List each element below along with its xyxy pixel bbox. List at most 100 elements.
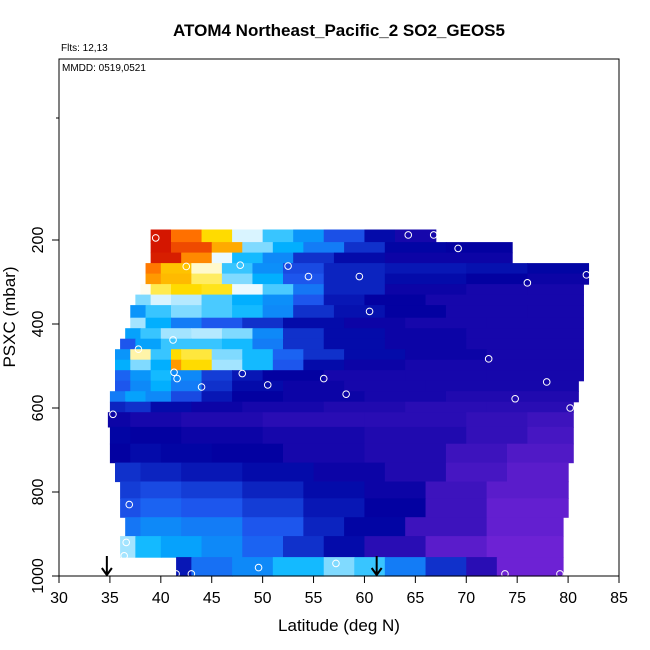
observation-points xyxy=(109,231,591,578)
heatmap-cell xyxy=(486,517,564,537)
heatmap-cell xyxy=(181,412,264,428)
heatmap-cell xyxy=(262,252,294,264)
heatmap-cell xyxy=(262,370,325,382)
heatmap-cell xyxy=(211,349,243,361)
heatmap-cell xyxy=(171,380,203,392)
x-tick-label: 65 xyxy=(406,590,424,607)
heatmap-cell xyxy=(364,294,427,306)
chart-title: ATOM4 Northeast_Pacific_2 SO2_GEOS5 xyxy=(173,21,505,40)
heatmap-cell xyxy=(466,273,528,285)
heatmap-cell xyxy=(191,401,243,413)
heatmap-cell xyxy=(527,412,574,428)
heatmap-cell xyxy=(232,380,284,392)
heatmap-cell xyxy=(232,557,274,577)
heatmap-cell xyxy=(221,338,254,350)
y-axis-label: PSXC (mbar) xyxy=(0,266,19,367)
heatmap-cell xyxy=(232,391,284,403)
heatmap-cell xyxy=(150,284,172,296)
heatmap-cell xyxy=(293,284,325,296)
heatmap-cell xyxy=(323,338,386,350)
heatmap-cell xyxy=(130,317,147,329)
heatmap-cell xyxy=(303,481,366,499)
heatmap-cell xyxy=(242,359,274,371)
heatmap-cell xyxy=(130,359,152,371)
heatmap-cell xyxy=(445,305,528,319)
heatmap-cell xyxy=(405,349,488,361)
heatmap-cell xyxy=(242,481,304,499)
heatmap-cell xyxy=(283,391,366,403)
heatmap-cell xyxy=(344,242,386,254)
heatmap-cell xyxy=(303,359,345,371)
heatmap-cell xyxy=(323,229,366,243)
heatmap-cell xyxy=(120,481,142,499)
heatmap-cell xyxy=(283,338,325,350)
heatmap-cell xyxy=(191,557,233,577)
heatmap-cell xyxy=(125,401,152,413)
heatmap-cell xyxy=(130,380,152,392)
heatmap-cell xyxy=(445,391,508,403)
heatmap-cell xyxy=(323,294,366,306)
heatmap-cell xyxy=(354,557,386,577)
heatmap-cell xyxy=(201,284,233,296)
heatmap-cell xyxy=(313,462,386,483)
heatmap-cells xyxy=(107,229,590,577)
x-tick-label: 30 xyxy=(50,590,68,607)
x-tick-label: 55 xyxy=(305,590,323,607)
heatmap-cell xyxy=(115,349,131,361)
heatmap-cell xyxy=(150,370,172,382)
heatmap-cell xyxy=(125,328,142,340)
heatmap-cell xyxy=(242,517,304,537)
x-tick-label: 85 xyxy=(610,590,628,607)
observation-point xyxy=(304,272,313,281)
heatmap-cell xyxy=(232,305,264,319)
heatmap-cell xyxy=(364,391,447,403)
heatmap-cell xyxy=(130,426,182,445)
heatmap-cell xyxy=(333,252,386,264)
heatmap-cell xyxy=(181,481,243,499)
heatmap-cell xyxy=(364,412,467,428)
observation-point xyxy=(429,231,438,239)
heatmap-cell xyxy=(109,401,126,413)
heatmap-cell xyxy=(384,305,447,319)
observation-point xyxy=(355,272,364,281)
heatmap-cell xyxy=(181,498,243,518)
observation-point xyxy=(173,374,181,383)
observation-point xyxy=(501,570,509,578)
heatmap-cell xyxy=(344,359,406,371)
heatmap-cell xyxy=(107,412,131,428)
observation-point xyxy=(332,559,340,568)
observation-point xyxy=(319,374,328,383)
heatmap-cell xyxy=(201,370,233,382)
heatmap-cell xyxy=(272,349,304,361)
heatmap-cell xyxy=(466,328,584,340)
x-tick-label: 75 xyxy=(508,590,526,607)
heatmap-cell xyxy=(293,252,335,264)
heatmap-cell xyxy=(303,349,345,361)
heatmap-cell xyxy=(283,317,345,329)
heatmap-cell xyxy=(262,294,294,306)
observation-point xyxy=(523,279,532,287)
heatmap-cell xyxy=(466,338,584,350)
heatmap-cell xyxy=(242,401,325,413)
x-tick-label: 35 xyxy=(101,590,119,607)
heatmap-cell xyxy=(293,294,325,306)
heatmap-cell xyxy=(323,284,386,296)
heatmap-cell xyxy=(425,498,488,518)
heatmap-cell xyxy=(405,517,488,537)
heatmap-cell xyxy=(232,294,264,306)
heatmap-cell xyxy=(323,401,406,413)
heatmap-cell xyxy=(323,557,355,577)
heatmap-cell xyxy=(466,557,498,577)
heatmap-cell xyxy=(160,536,203,558)
heatmap-cell xyxy=(171,391,203,403)
observation-point xyxy=(197,383,206,391)
heatmap-cell xyxy=(130,305,147,319)
heatmap-cell xyxy=(150,229,172,243)
heatmap-cell xyxy=(181,517,243,537)
heatmap-cell xyxy=(145,317,172,329)
heatmap-cell xyxy=(252,273,284,285)
observation-point xyxy=(365,307,374,316)
heatmap-cell xyxy=(283,443,366,464)
heatmap-cell xyxy=(140,328,162,340)
heatmap-cell xyxy=(486,349,584,361)
